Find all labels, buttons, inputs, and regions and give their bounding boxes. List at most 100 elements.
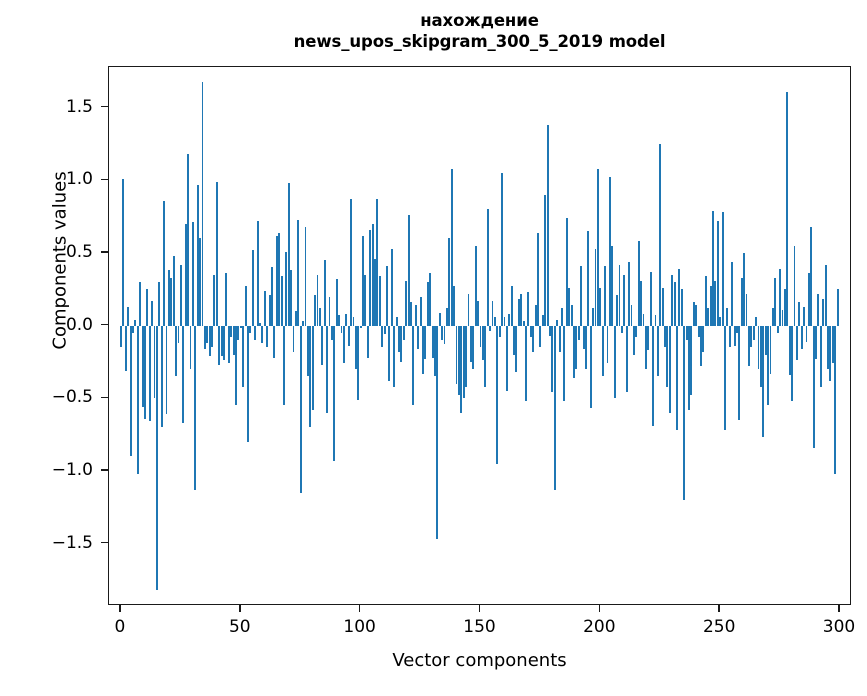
bar	[721, 212, 724, 326]
bar	[783, 289, 786, 326]
bar	[565, 218, 568, 326]
bar	[309, 325, 312, 428]
bar	[364, 274, 367, 326]
bar	[563, 325, 566, 402]
bar	[532, 325, 535, 352]
bar	[196, 184, 199, 326]
bar	[764, 325, 767, 355]
bar	[625, 325, 628, 393]
bar	[127, 306, 130, 326]
y-tick-mark	[101, 469, 108, 471]
bar	[311, 325, 314, 410]
bar	[151, 300, 154, 326]
bar	[786, 91, 789, 326]
bar	[728, 325, 731, 348]
bar	[513, 325, 515, 355]
bar	[148, 325, 151, 422]
bar	[690, 325, 693, 396]
chart-title-line2: news_upos_skipgram_300_5_2019 model	[293, 32, 666, 51]
bar	[302, 321, 305, 326]
bar	[194, 325, 197, 490]
bar	[596, 168, 599, 326]
bar	[235, 325, 237, 406]
bar	[434, 325, 436, 377]
bar	[719, 316, 722, 326]
bar	[635, 325, 638, 338]
bar	[731, 261, 734, 326]
bar	[321, 325, 324, 365]
bar	[815, 325, 817, 359]
bar	[199, 238, 202, 326]
bar-series	[109, 67, 850, 604]
bar	[788, 325, 791, 375]
bar	[160, 325, 163, 428]
bar	[587, 231, 590, 326]
bar	[666, 325, 669, 387]
bar	[232, 325, 235, 355]
bar	[220, 325, 223, 357]
bar	[553, 325, 556, 490]
bar	[798, 302, 801, 326]
bar	[287, 183, 290, 326]
bar	[239, 325, 242, 329]
bar	[393, 325, 396, 387]
bar	[831, 325, 834, 364]
bar	[460, 325, 463, 413]
bar	[484, 325, 487, 387]
y-tick-label: −0.5	[51, 387, 93, 408]
bar	[314, 295, 317, 326]
bar	[469, 325, 472, 362]
bar	[582, 325, 585, 349]
bar	[781, 309, 784, 326]
bar	[345, 313, 348, 326]
bar	[750, 325, 753, 348]
x-axis-label: Vector components	[392, 650, 567, 671]
bar	[328, 296, 331, 326]
bar	[467, 293, 470, 326]
bar	[143, 325, 146, 419]
bar	[712, 210, 714, 326]
bar	[371, 223, 374, 326]
bar	[412, 325, 415, 406]
bar	[747, 325, 750, 367]
bar	[738, 325, 741, 421]
bar	[570, 305, 573, 326]
bar	[124, 325, 127, 371]
x-tick-mark	[119, 605, 121, 612]
bar	[271, 267, 273, 326]
chart-title-line1: нахождение	[420, 11, 539, 30]
bar	[678, 268, 681, 326]
bar	[347, 325, 350, 346]
bar	[537, 232, 539, 326]
bar	[227, 325, 230, 364]
bar	[520, 293, 523, 326]
bar	[405, 280, 408, 326]
bar	[517, 299, 520, 326]
bar	[493, 316, 496, 326]
bar	[508, 313, 511, 326]
bar	[386, 266, 388, 326]
y-tick-label: 1.5	[65, 96, 93, 117]
bar	[733, 325, 736, 346]
y-tick-mark	[101, 178, 108, 181]
bar	[791, 325, 794, 402]
bar	[422, 325, 424, 374]
bar	[527, 292, 530, 326]
bar	[659, 144, 662, 326]
x-tick-label: 200	[583, 617, 616, 637]
bar	[685, 325, 688, 341]
bar	[407, 215, 410, 326]
bar	[795, 325, 798, 361]
bar	[316, 274, 319, 326]
bar	[268, 295, 271, 326]
bar	[136, 325, 139, 474]
y-tick-mark	[101, 541, 108, 544]
bar	[654, 315, 657, 326]
bar	[709, 286, 712, 326]
x-tick-label: 0	[114, 617, 126, 637]
bar	[362, 235, 364, 326]
bar	[283, 325, 285, 406]
bar	[616, 295, 619, 326]
bar	[776, 325, 779, 333]
bar	[620, 325, 623, 333]
